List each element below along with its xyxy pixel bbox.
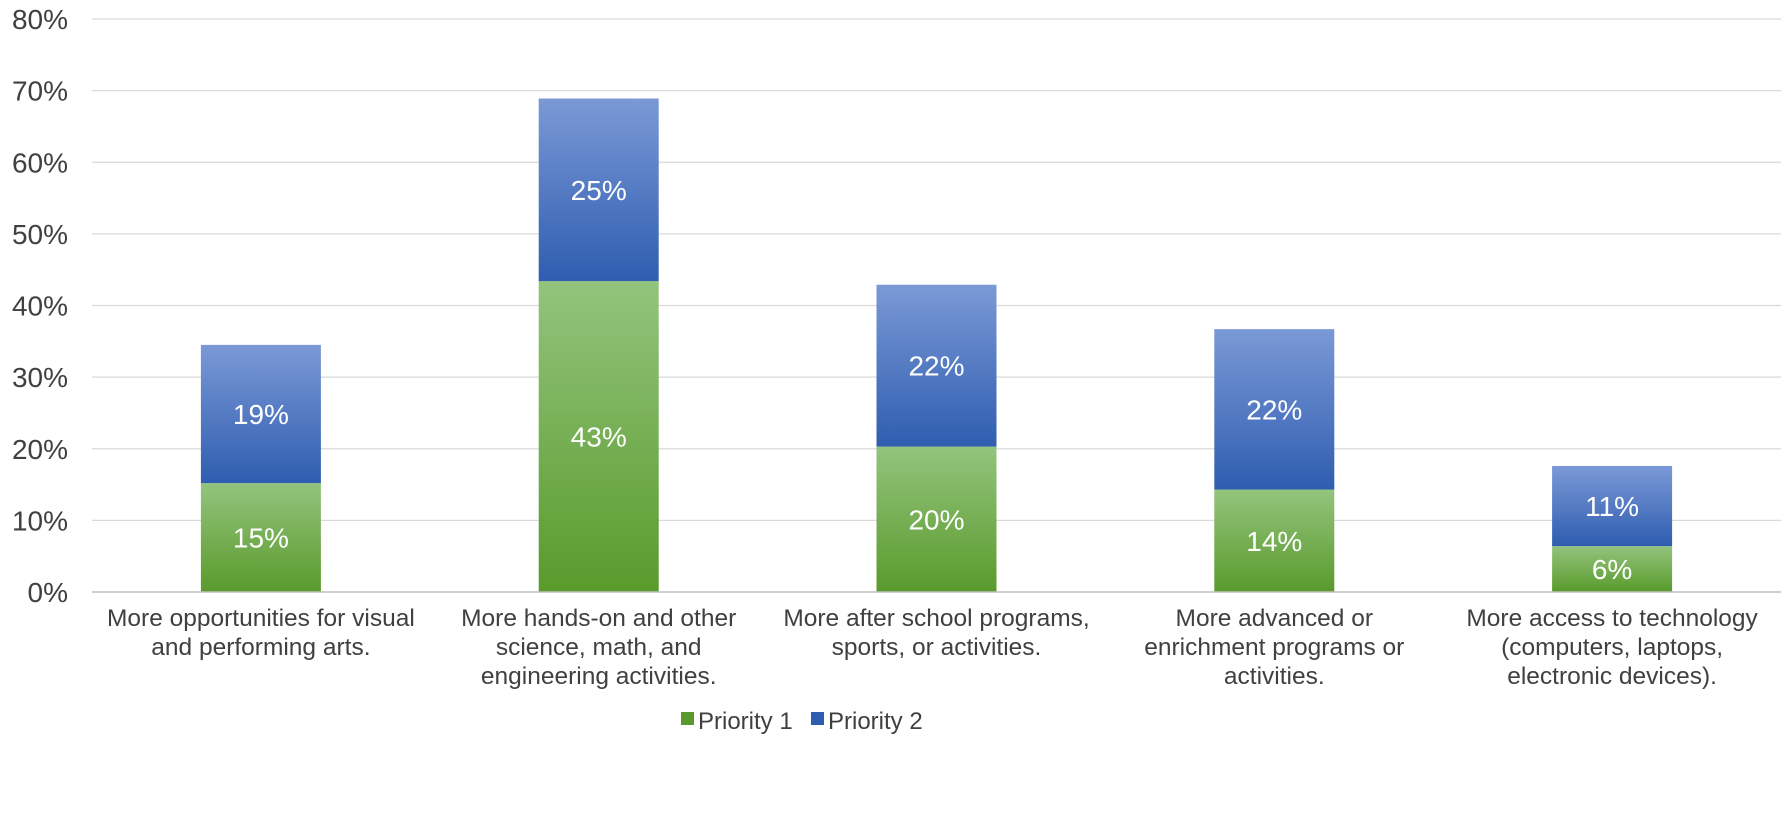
legend-swatch [811, 712, 824, 725]
category-label: More hands-on and other science, math, an… [461, 605, 736, 690]
y-tick-label: 0% [28, 577, 68, 608]
data-label: 22% [1246, 394, 1302, 425]
bar-priority-2-segment [200, 344, 321, 484]
category-label: More opportunities for visual and perform… [107, 605, 415, 661]
bar-priority-2-segment [1214, 329, 1335, 490]
bar-priority-1-segment [200, 483, 321, 592]
data-label: 43% [571, 422, 627, 453]
bar-priority-1-segment [538, 281, 659, 592]
y-tick-label: 30% [12, 362, 68, 393]
bar-priority-1-segment [876, 446, 997, 592]
data-label: 14% [1246, 526, 1302, 557]
y-tick-label: 60% [12, 147, 68, 178]
category-label: More access to technology (computers, lap… [1466, 605, 1758, 690]
data-label: 20% [908, 504, 964, 535]
data-label: 22% [908, 351, 964, 382]
data-label: 15% [233, 523, 289, 554]
legend-swatch [681, 712, 694, 725]
y-tick-label: 40% [12, 291, 68, 322]
y-tick-label: 70% [12, 76, 68, 107]
data-label: 25% [571, 175, 627, 206]
category-labels: More opportunities for visual and perform… [107, 605, 1759, 690]
bars: 15% 19% 43% 25% 20% 22% 14% 22% 6% 11% [200, 98, 1673, 592]
category-label: More advanced or enrichment programs or ac… [1144, 605, 1404, 690]
y-tick-label: 80% [12, 4, 68, 35]
y-axis-tick-labels: 0% 10% 20% 30% 40% 50% 60% 70% 80% [12, 4, 68, 608]
bar-priority-1-segment [1214, 489, 1335, 592]
y-tick-label: 20% [12, 434, 68, 465]
data-label: 19% [233, 399, 289, 430]
data-label: 11% [1585, 491, 1639, 522]
bar-priority-2-segment [876, 284, 997, 447]
legend-label: Priority 1 [698, 708, 793, 735]
category-label: More after school programs, sports, or ac… [783, 605, 1089, 661]
bar-priority-1-segment [1552, 546, 1673, 592]
bar-priority-2-segment [1552, 465, 1673, 547]
legend-label: Priority 2 [828, 708, 923, 735]
bar-priority-2-segment [538, 98, 659, 282]
legend: Priority 1 Priority 2 [681, 708, 923, 735]
data-label: 6% [1592, 554, 1632, 585]
y-tick-label: 10% [12, 505, 68, 536]
y-tick-label: 50% [12, 219, 68, 250]
